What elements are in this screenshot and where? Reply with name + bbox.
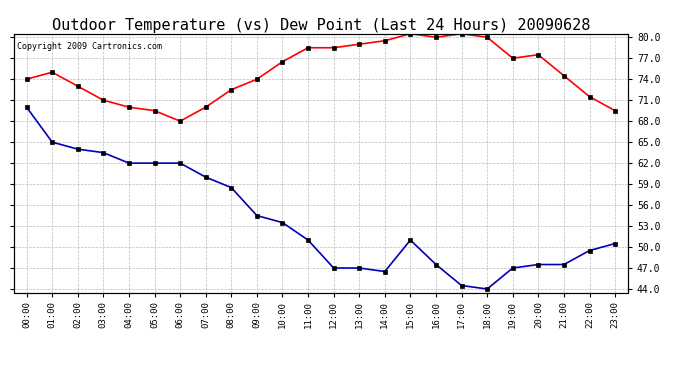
Text: Copyright 2009 Cartronics.com: Copyright 2009 Cartronics.com (17, 42, 162, 51)
Title: Outdoor Temperature (vs) Dew Point (Last 24 Hours) 20090628: Outdoor Temperature (vs) Dew Point (Last… (52, 18, 590, 33)
